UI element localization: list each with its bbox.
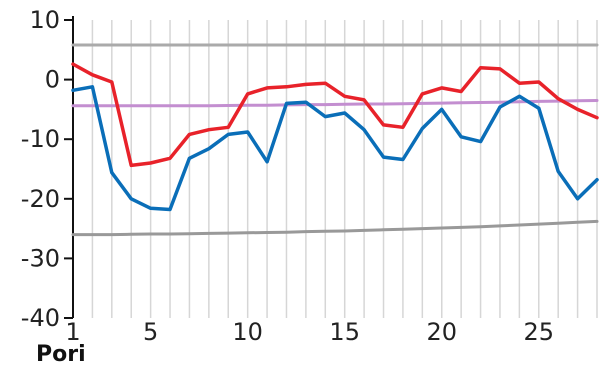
series-line-average xyxy=(71,99,599,108)
series-line-record-low xyxy=(71,219,599,237)
x-tick-label: 25 xyxy=(524,318,555,346)
x-axis-label: Pori xyxy=(36,342,86,367)
series-line-max xyxy=(71,62,599,168)
x-tick-label: 10 xyxy=(232,318,263,346)
x-tick-label: 20 xyxy=(426,318,457,346)
y-tick-label: -10 xyxy=(21,125,60,153)
grid-lines xyxy=(72,20,598,318)
x-tick-label: 15 xyxy=(329,318,360,346)
y-tick-label: -20 xyxy=(21,185,60,213)
x-tick-label: 5 xyxy=(143,318,158,346)
y-tick-label: 0 xyxy=(45,66,60,94)
series xyxy=(71,43,599,237)
y-tick-label: -40 xyxy=(21,304,60,332)
axes xyxy=(64,16,74,319)
y-tick-label: -30 xyxy=(21,244,60,272)
x-tick-label: 1 xyxy=(65,318,80,346)
series-line-min xyxy=(71,85,599,212)
tick-labels: 100-10-20-30-40 1 5 10 15 20 25 xyxy=(21,6,554,346)
y-tick-label: 10 xyxy=(29,6,60,34)
